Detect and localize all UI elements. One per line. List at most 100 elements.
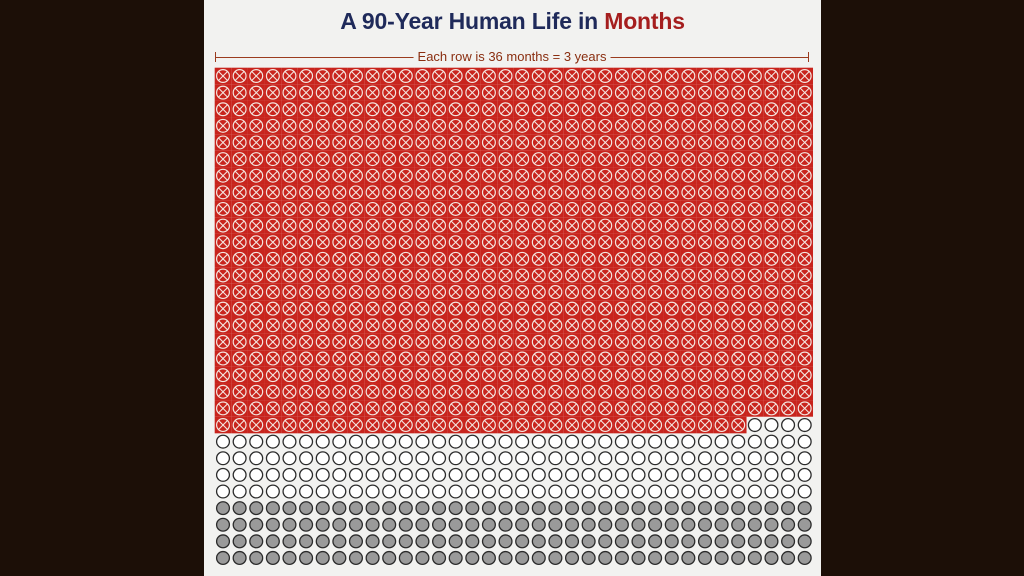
filled-gray-circle-icon — [648, 550, 663, 566]
crossed-circle-icon — [547, 300, 564, 317]
crossed-circle-icon — [680, 283, 697, 301]
crossed-circle-icon — [646, 117, 664, 135]
filled-gray-circle-icon — [515, 501, 530, 516]
crossed-circle-icon — [696, 217, 714, 234]
crossed-circle-icon — [779, 184, 797, 201]
crossed-circle-icon — [630, 416, 647, 434]
filled-gray-circle-icon — [548, 534, 563, 549]
crossed-circle-icon — [796, 300, 814, 317]
crossed-circle-icon — [314, 167, 332, 185]
empty-circle-icon — [747, 417, 762, 433]
crossed-circle-icon — [746, 383, 764, 401]
filled-gray-circle-icon — [382, 550, 397, 566]
filled-gray-circle-icon — [332, 550, 347, 566]
filled-gray-circle-icon — [548, 517, 563, 532]
empty-circle-icon — [282, 484, 297, 499]
crossed-circle-icon — [746, 267, 764, 284]
crossed-circle-icon — [463, 100, 481, 118]
crossed-circle-icon — [447, 134, 464, 151]
crossed-circle-icon — [497, 84, 514, 101]
crossed-circle-icon — [513, 350, 531, 367]
empty-circle-icon — [515, 467, 530, 482]
crossed-circle-icon — [680, 167, 697, 185]
empty-circle-icon — [515, 451, 530, 466]
crossed-circle-icon — [547, 217, 564, 234]
crossed-circle-icon — [463, 366, 481, 384]
filled-gray-circle-icon — [548, 550, 563, 566]
crossed-circle-icon — [547, 400, 564, 417]
crossed-circle-icon — [513, 217, 531, 234]
crossed-circle-icon — [547, 117, 564, 135]
filled-gray-circle-icon — [415, 501, 430, 516]
crossed-circle-icon — [746, 217, 764, 234]
crossed-circle-icon — [663, 250, 681, 268]
crossed-circle-icon — [663, 333, 681, 351]
crossed-circle-icon — [347, 416, 365, 434]
crossed-circle-icon — [613, 134, 631, 151]
filled-gray-circle-icon — [282, 501, 297, 516]
crossed-circle-icon — [729, 167, 747, 185]
crossed-circle-icon — [380, 400, 398, 417]
crossed-circle-icon — [480, 350, 498, 367]
crossed-circle-icon — [364, 316, 381, 334]
crossed-circle-icon — [414, 416, 431, 434]
crossed-circle-icon — [796, 167, 814, 185]
crossed-circle-icon — [430, 333, 448, 351]
empty-circle-icon — [797, 484, 812, 499]
crossed-circle-icon — [414, 200, 431, 218]
empty-circle-icon — [631, 467, 646, 482]
crossed-circle-icon — [513, 117, 531, 135]
empty-circle-icon — [332, 451, 347, 466]
crossed-circle-icon — [247, 316, 265, 334]
empty-circle-icon — [282, 467, 297, 482]
empty-circle-icon — [548, 434, 563, 449]
crossed-circle-icon — [231, 283, 248, 301]
crossed-circle-icon — [480, 300, 498, 317]
crossed-circle-icon — [331, 250, 348, 268]
filled-gray-circle-icon — [481, 534, 496, 549]
crossed-circle-icon — [530, 267, 548, 284]
crossed-circle-icon — [297, 250, 315, 268]
crossed-circle-icon — [580, 400, 597, 417]
crossed-circle-icon — [463, 350, 481, 367]
crossed-circle-icon — [696, 67, 714, 85]
filled-gray-circle-icon — [365, 517, 380, 532]
crossed-circle-icon — [247, 134, 265, 151]
crossed-circle-icon — [630, 134, 647, 151]
crossed-circle-icon — [696, 100, 714, 118]
crossed-circle-icon — [680, 84, 697, 101]
crossed-circle-icon — [563, 267, 581, 284]
crossed-circle-icon — [297, 383, 315, 401]
crossed-circle-icon — [463, 383, 481, 401]
crossed-circle-icon — [430, 416, 448, 434]
filled-gray-circle-icon — [697, 550, 713, 566]
crossed-circle-icon — [480, 84, 498, 101]
crossed-circle-icon — [713, 100, 730, 118]
crossed-circle-icon — [297, 416, 315, 434]
crossed-circle-icon — [480, 67, 498, 85]
crossed-circle-icon — [596, 67, 614, 85]
crossed-circle-icon — [231, 366, 248, 384]
crossed-circle-icon — [680, 100, 697, 118]
crossed-circle-icon — [480, 267, 498, 284]
crossed-circle-icon — [713, 217, 730, 234]
filled-gray-circle-icon — [681, 517, 696, 532]
crossed-circle-icon — [580, 267, 597, 284]
empty-circle-icon — [382, 434, 397, 449]
crossed-circle-icon — [530, 167, 548, 185]
crossed-circle-icon — [713, 167, 730, 185]
empty-circle-icon — [348, 434, 364, 449]
crossed-circle-icon — [763, 84, 780, 101]
filled-gray-circle-icon — [315, 534, 330, 549]
filled-gray-circle-icon — [631, 550, 646, 566]
crossed-circle-icon — [779, 150, 797, 168]
crossed-circle-icon — [281, 117, 298, 135]
crossed-circle-icon — [397, 100, 415, 118]
crossed-circle-icon — [214, 84, 232, 101]
empty-circle-icon — [747, 434, 762, 449]
filled-gray-circle-icon — [398, 517, 413, 532]
filled-gray-circle-icon — [564, 534, 580, 549]
filled-gray-circle-icon — [764, 534, 779, 549]
crossed-circle-icon — [414, 383, 431, 401]
crossed-circle-icon — [414, 84, 431, 101]
